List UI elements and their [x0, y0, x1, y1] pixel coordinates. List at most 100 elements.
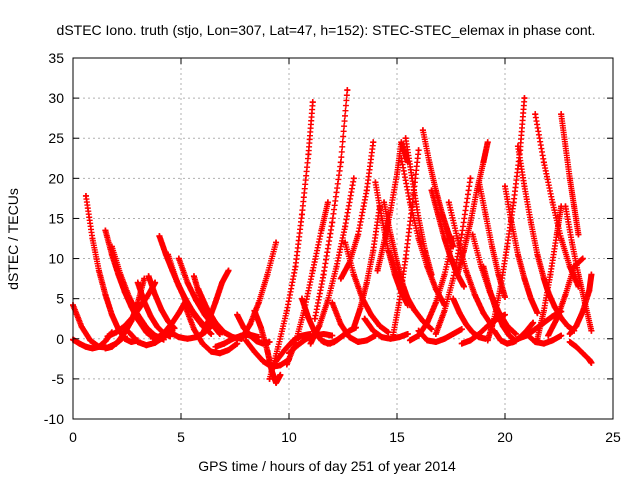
- data-point: [534, 335, 541, 342]
- data-point: [471, 291, 478, 298]
- data-point: [463, 267, 470, 274]
- data-point: [540, 307, 547, 314]
- series-20: [234, 311, 273, 347]
- data-point: [283, 361, 290, 368]
- series-21: [238, 239, 280, 342]
- series-23: [251, 307, 284, 386]
- data-point: [190, 311, 197, 318]
- data-point: [309, 267, 316, 274]
- series-27: [286, 330, 336, 357]
- data-point: [558, 314, 565, 321]
- data-point: [551, 303, 558, 310]
- data-point: [357, 305, 364, 312]
- series-61: [523, 330, 565, 347]
- data-point: [558, 235, 565, 242]
- data-point: [273, 358, 280, 365]
- y-tick-label: 10: [48, 251, 64, 267]
- data-point: [385, 247, 392, 254]
- data-point: [450, 243, 457, 250]
- data-point: [171, 325, 178, 332]
- data-point: [190, 326, 197, 333]
- data-point: [89, 345, 96, 352]
- data-point: [571, 203, 578, 210]
- data-point: [260, 358, 267, 365]
- data-point: [305, 151, 312, 158]
- data-point: [89, 235, 96, 242]
- data-marks: [70, 87, 595, 386]
- data-point: [277, 362, 284, 369]
- x-axis-label: GPS time / hours of day 251 of year 2014: [198, 458, 456, 474]
- data-point: [381, 239, 388, 246]
- data-point: [534, 310, 541, 317]
- data-point: [350, 175, 357, 182]
- data-point: [540, 275, 547, 282]
- data-point: [216, 350, 223, 357]
- series-29: [307, 175, 357, 347]
- data-point: [553, 231, 560, 238]
- data-point: [450, 330, 457, 337]
- data-point: [534, 251, 541, 258]
- data-point: [378, 215, 385, 222]
- data-point: [234, 340, 241, 347]
- data-point: [419, 127, 426, 134]
- data-point: [376, 322, 383, 329]
- data-point: [281, 347, 288, 354]
- data-point: [126, 294, 133, 301]
- x-tick-label: 10: [281, 429, 297, 445]
- data-point: [320, 271, 327, 278]
- data-point: [564, 322, 571, 329]
- data-point: [387, 207, 394, 214]
- data-point: [324, 199, 331, 206]
- y-tick-label: 35: [48, 50, 64, 66]
- x-tick-label: 20: [497, 429, 513, 445]
- data-point: [165, 318, 172, 325]
- data-point: [184, 335, 191, 342]
- data-point: [532, 111, 539, 118]
- data-point: [277, 371, 284, 378]
- data-point: [484, 337, 491, 344]
- data-point: [337, 321, 344, 328]
- series-46: [419, 127, 457, 250]
- data-point: [115, 338, 122, 345]
- data-point: [404, 330, 411, 337]
- data-point: [242, 337, 249, 344]
- data-point: [499, 322, 506, 329]
- data-point: [469, 231, 476, 238]
- data-point: [398, 139, 405, 146]
- data-point: [441, 235, 448, 242]
- data-point: [480, 310, 487, 317]
- axis-ticks: 0 5 10 15 20 25 -10 -5 0 5 10 15 20 25 30 35: [44, 50, 621, 445]
- data-point: [521, 95, 528, 102]
- data-point: [316, 322, 323, 329]
- data-point: [327, 340, 334, 347]
- data-point: [532, 338, 539, 345]
- data-point: [275, 343, 282, 350]
- x-tick-label: 15: [389, 429, 405, 445]
- data-point: [454, 271, 461, 278]
- data-point: [448, 255, 454, 262]
- data-point: [521, 183, 528, 190]
- data-point: [307, 340, 314, 347]
- data-point: [482, 211, 489, 218]
- data-point: [108, 311, 115, 318]
- data-point: [467, 219, 474, 226]
- data-point: [428, 326, 435, 333]
- data-point: [381, 199, 388, 206]
- data-point: [527, 295, 534, 302]
- data-point: [156, 233, 163, 240]
- data-point: [78, 323, 85, 330]
- data-point: [510, 338, 517, 345]
- data-point: [225, 347, 232, 354]
- data-point: [340, 332, 346, 339]
- series-40: [385, 247, 435, 333]
- data-point: [514, 251, 521, 258]
- data-point: [460, 247, 467, 254]
- data-point: [588, 359, 595, 366]
- data-point: [441, 271, 448, 278]
- data-point: [184, 279, 191, 286]
- data-point: [195, 286, 202, 293]
- data-point: [476, 179, 483, 186]
- series-45: [415, 326, 465, 345]
- data-point: [424, 337, 431, 344]
